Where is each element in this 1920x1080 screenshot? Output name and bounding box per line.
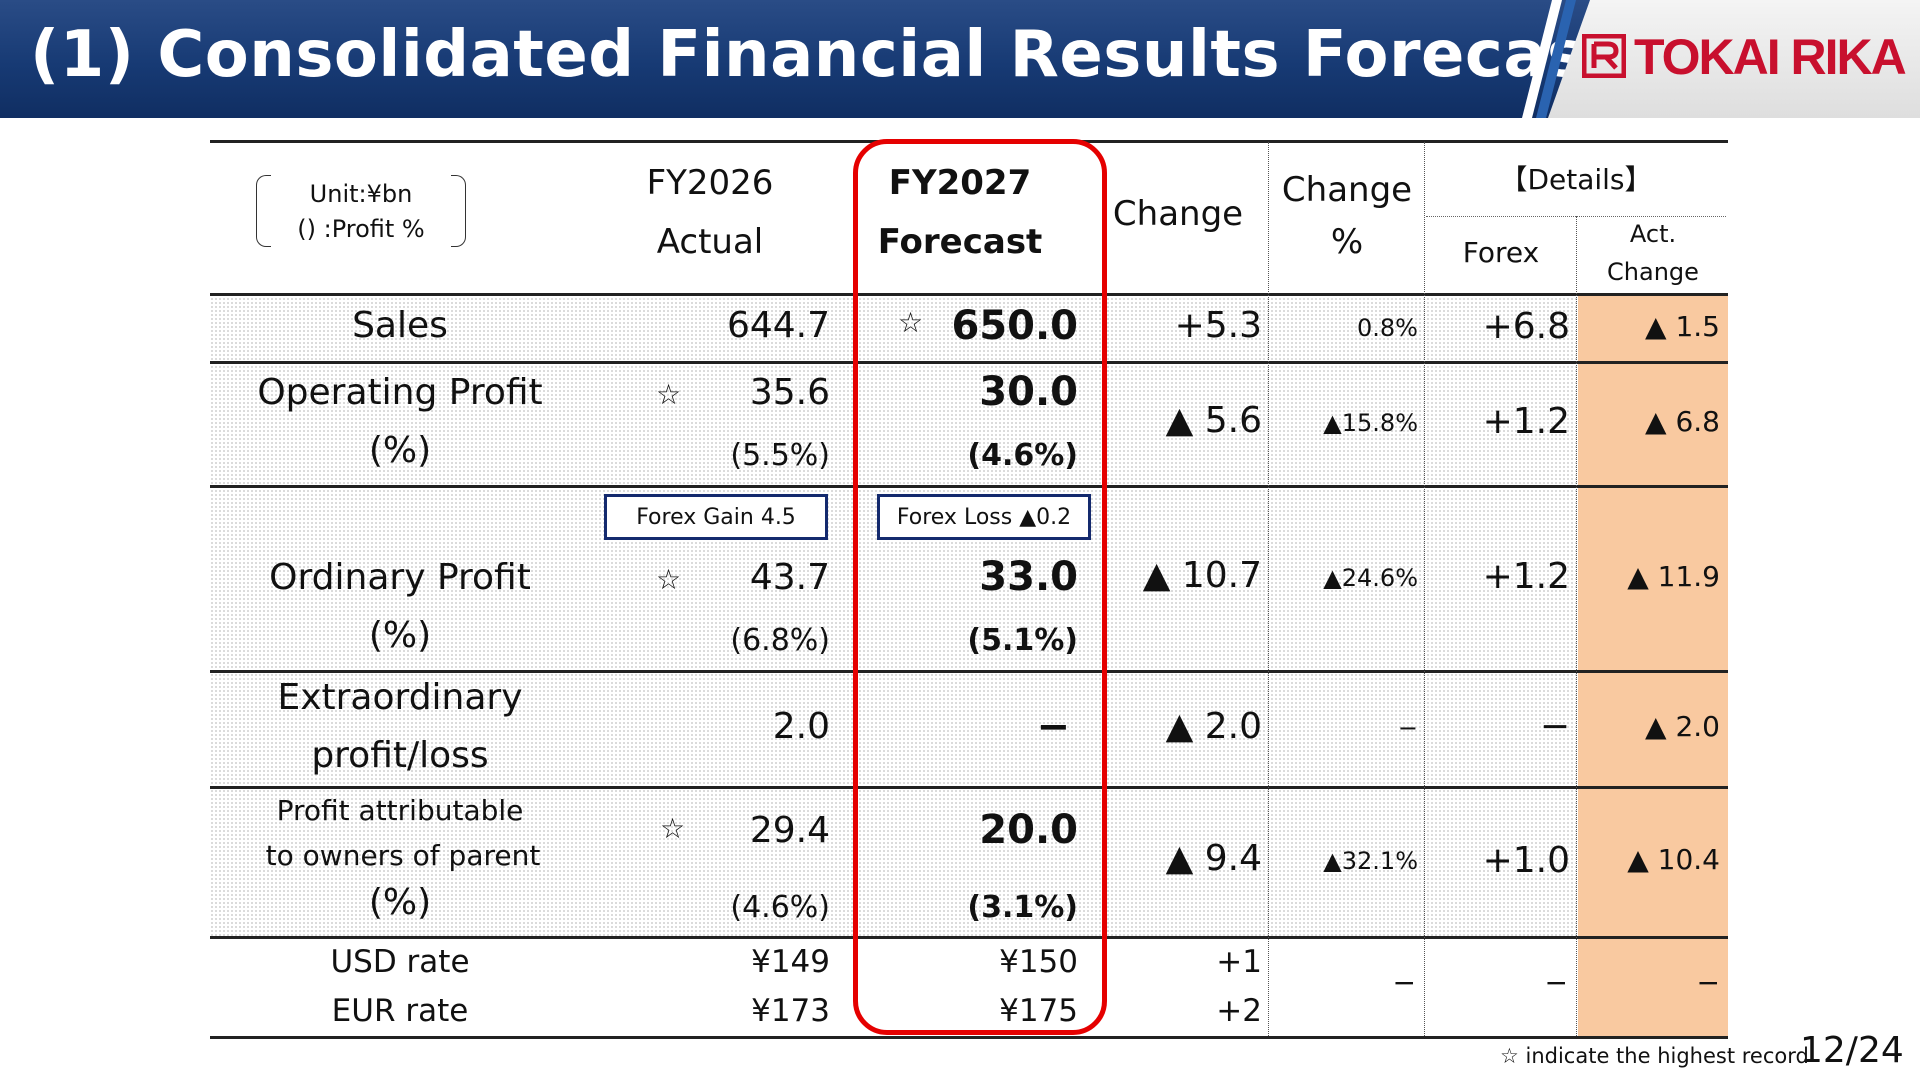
page-number: 12/24 <box>1800 1030 1904 1071</box>
logo-text: TOKAI RIKA <box>1634 29 1907 85</box>
col-header-actual-year: FY2026 <box>646 163 774 203</box>
col-header-change-pct-2: % <box>1330 222 1364 262</box>
eur-label: EUR rate <box>331 993 469 1029</box>
net-label-1: Profit attributable <box>276 794 524 827</box>
sales-act-change: ▲ 1.5 <box>1645 310 1720 343</box>
sales-change-pct: 0.8% <box>1357 314 1418 342</box>
bracket-right <box>451 175 466 247</box>
row-rule-1 <box>210 361 1728 364</box>
ord-forex: +1.2 <box>1482 556 1570 597</box>
usd-actual: ¥149 <box>751 944 830 980</box>
header-bottom-rule <box>210 293 1728 296</box>
bracket-left <box>256 175 271 247</box>
col-header-details: 【Details】 <box>1499 163 1653 196</box>
col-divider-details <box>1424 142 1425 1036</box>
ord-change: ▲ 10.7 <box>1142 555 1262 596</box>
table-bottom-rule <box>210 1036 1728 1039</box>
col-header-act-2: Change <box>1607 258 1699 286</box>
eur-actual: ¥173 <box>751 993 830 1029</box>
net-change-pct: ▲32.1% <box>1323 847 1418 875</box>
net-forex: +1.0 <box>1482 840 1570 881</box>
extra-change: ▲ 2.0 <box>1165 706 1262 747</box>
col-divider-change-pct <box>1268 142 1269 1036</box>
net-act-change: ▲ 10.4 <box>1627 843 1720 876</box>
net-forecast: 20.0 <box>979 807 1078 853</box>
op-pct-label: (%) <box>368 430 432 471</box>
net-change: ▲ 9.4 <box>1165 838 1262 879</box>
ord-star-icon: ☆ <box>656 563 682 596</box>
op-change: ▲ 5.6 <box>1165 400 1262 441</box>
sales-star-icon: ☆ <box>898 306 924 339</box>
extra-label-1: Extraordinary <box>277 677 523 718</box>
op-actual: 35.6 <box>749 372 830 413</box>
col-header-forecast: Forecast <box>877 222 1043 262</box>
col-divider-forex <box>1576 216 1577 1036</box>
op-forecast-pct: (4.6%) <box>967 438 1078 473</box>
sales-forecast: 650.0 <box>951 303 1078 349</box>
extra-actual: 2.0 <box>772 706 830 747</box>
unit-line-1: Unit:¥bn <box>309 180 413 208</box>
ord-pct-label: (%) <box>368 615 432 656</box>
sales-forex: +6.8 <box>1482 306 1570 347</box>
extra-act-change: ▲ 2.0 <box>1645 710 1720 743</box>
sales-actual: 644.7 <box>726 305 830 346</box>
ord-forecast-pct: (5.1%) <box>967 623 1078 658</box>
row-rule-2 <box>210 485 1728 488</box>
ord-act-change: ▲ 11.9 <box>1627 560 1720 593</box>
op-actual-pct: (5.5%) <box>730 438 830 473</box>
unit-note: Unit:¥bn () :Profit % <box>256 175 466 247</box>
op-act-change: ▲ 6.8 <box>1645 405 1720 438</box>
row-rule-4 <box>210 786 1728 789</box>
company-logo: TOKAI RIKA <box>1582 29 1907 90</box>
ord-actual: 43.7 <box>749 557 830 598</box>
extra-change-pct: − <box>1397 714 1418 742</box>
usd-label: USD rate <box>330 944 470 980</box>
ord-actual-pct: (6.8%) <box>730 623 830 658</box>
sales-change: +5.3 <box>1174 305 1262 346</box>
op-forex: +1.2 <box>1482 401 1570 442</box>
forecast-highlight-frame <box>853 139 1107 1035</box>
rates-change-pct: − <box>1392 966 1416 999</box>
net-pct-label: (%) <box>368 882 432 923</box>
page-title: (1) Consolidated Financial Results Forec… <box>30 18 1617 92</box>
eur-change: +2 <box>1216 993 1262 1029</box>
rates-forex: − <box>1544 966 1568 999</box>
extra-forex: − <box>1539 706 1570 747</box>
col-header-act-1: Act. <box>1629 220 1677 248</box>
col-header-change-pct-1: Change <box>1281 170 1413 210</box>
col-header-forex: Forex <box>1462 236 1540 269</box>
op-star-icon: ☆ <box>656 378 682 411</box>
forex-loss-badge: Forex Loss ▲0.2 <box>877 494 1091 540</box>
usd-change: +1 <box>1216 944 1262 980</box>
col-header-change: Change <box>1112 194 1244 234</box>
op-change-pct: ▲15.8% <box>1323 409 1418 437</box>
table-body-dots <box>210 297 1578 937</box>
tokai-rika-logo-icon <box>1582 34 1626 78</box>
row-rule-3 <box>210 670 1728 673</box>
net-label-2: to owners of parent <box>265 839 541 872</box>
eur-forecast: ¥175 <box>999 993 1078 1029</box>
rates-act-change: − <box>1696 966 1720 999</box>
ord-label: Ordinary Profit <box>269 557 531 598</box>
row-rule-5 <box>210 936 1728 939</box>
extra-label-2: profit/loss <box>311 735 489 776</box>
op-label: Operating Profit <box>257 372 543 413</box>
net-forecast-pct: (3.1%) <box>967 890 1078 925</box>
ord-change-pct: ▲24.6% <box>1323 564 1418 592</box>
col-header-actual: Actual <box>656 222 764 262</box>
act-change-column-highlight <box>1578 294 1728 1037</box>
sales-label: Sales <box>352 305 448 346</box>
net-actual-pct: (4.6%) <box>730 890 830 925</box>
highest-record-footnote: ☆ indicate the highest record <box>1500 1044 1809 1068</box>
ord-forecast: 33.0 <box>979 554 1078 600</box>
details-header-rule <box>1426 216 1726 217</box>
extra-forecast: − <box>1036 704 1070 750</box>
op-forecast: 30.0 <box>979 369 1078 415</box>
usd-forecast: ¥150 <box>999 944 1078 980</box>
net-actual: 29.4 <box>749 810 830 851</box>
col-header-forecast-year: FY2027 <box>888 163 1032 203</box>
forex-gain-badge: Forex Gain 4.5 <box>604 494 828 540</box>
unit-line-2: () :Profit % <box>297 215 425 243</box>
net-star-icon: ☆ <box>660 812 686 845</box>
